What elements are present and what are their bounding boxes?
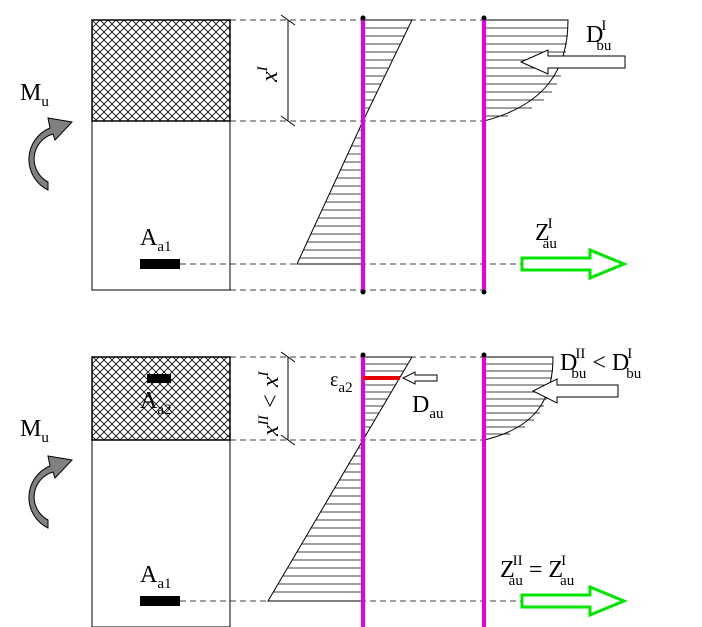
neutral-axis-dimension — [280, 351, 296, 446]
moment-arrow — [28, 455, 74, 529]
height-label: xI — [255, 65, 283, 83]
stress-diagram — [483, 19, 569, 122]
panel-bottom: xII < xI — [20, 346, 642, 627]
rebar-label: Aa1 — [140, 225, 172, 255]
tension-rebar — [140, 596, 180, 606]
guide-lines — [180, 19, 522, 291]
compression-force-arrow — [531, 378, 619, 404]
stress-diagram — [483, 356, 554, 441]
tension-force-arrow — [520, 247, 628, 281]
compression-rebar-label: Aa2 — [140, 388, 172, 418]
tension-force-label: ZI au — [535, 216, 557, 252]
neutral-axis-dimension — [280, 14, 296, 127]
compression-force-arrow — [519, 49, 626, 75]
strain-diagram — [296, 19, 413, 265]
steel-force-arrow — [401, 371, 438, 385]
steel-force-label: Dau — [412, 392, 444, 422]
compression-force-label: DII bu < DI bu — [560, 346, 642, 382]
tension-force-arrow — [520, 584, 628, 618]
moment-label: Mu — [20, 80, 49, 110]
rebar-label: Aa1 — [140, 562, 172, 592]
steel-strain-label: εa2 — [330, 369, 353, 396]
compression-rebar — [147, 374, 171, 383]
compression-force-label: DI bu — [586, 18, 612, 54]
compression-zone — [91, 356, 231, 441]
moment-arrow — [28, 117, 74, 191]
tension-rebar — [140, 259, 180, 269]
moment-label: Mu — [20, 416, 49, 446]
compression-zone — [91, 19, 231, 122]
panel-top: xI — [20, 14, 628, 295]
tension-force-label: ZII au = ZI au — [500, 553, 575, 589]
height-label: xII < xI — [256, 370, 284, 437]
